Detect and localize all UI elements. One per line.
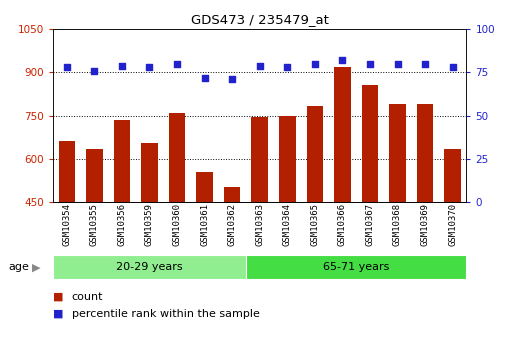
Point — [448, 65, 457, 70]
Bar — [169, 113, 185, 202]
Bar — [246, 255, 466, 279]
Text: GSM10365: GSM10365 — [311, 204, 319, 246]
Bar — [306, 106, 323, 202]
Text: 65-71 years: 65-71 years — [323, 263, 390, 272]
Text: GSM10356: GSM10356 — [118, 204, 126, 246]
Point — [145, 65, 154, 70]
Point — [338, 58, 347, 63]
Text: GSM10370: GSM10370 — [448, 204, 457, 246]
Bar — [279, 116, 296, 202]
Point — [118, 63, 126, 68]
Text: GSM10366: GSM10366 — [338, 204, 347, 246]
Bar — [417, 104, 434, 202]
Bar — [389, 104, 406, 202]
Text: ▶: ▶ — [32, 263, 40, 272]
Text: GSM10355: GSM10355 — [90, 204, 99, 246]
Text: 20-29 years: 20-29 years — [116, 263, 183, 272]
Point — [366, 61, 374, 67]
Bar — [86, 149, 103, 202]
Bar — [113, 120, 130, 202]
Point — [393, 61, 402, 67]
Text: GSM10354: GSM10354 — [63, 204, 71, 246]
Bar — [196, 172, 213, 202]
Bar — [361, 85, 378, 202]
Point — [200, 75, 209, 80]
Point — [228, 77, 236, 82]
Point — [421, 61, 429, 67]
Text: ■: ■ — [53, 309, 64, 319]
Point — [255, 63, 264, 68]
Bar — [251, 117, 268, 202]
Bar — [334, 67, 351, 202]
Point — [311, 61, 319, 67]
Text: count: count — [72, 292, 103, 302]
Bar — [444, 149, 461, 202]
Point — [173, 61, 181, 67]
Text: GSM10361: GSM10361 — [200, 204, 209, 246]
Text: GSM10360: GSM10360 — [173, 204, 181, 246]
Text: GSM10368: GSM10368 — [393, 204, 402, 246]
Text: GSM10362: GSM10362 — [228, 204, 236, 246]
Point — [63, 65, 71, 70]
Bar — [141, 143, 158, 202]
Text: GSM10359: GSM10359 — [145, 204, 154, 246]
Bar — [58, 141, 75, 202]
Text: GSM10369: GSM10369 — [421, 204, 429, 246]
Text: GSM10367: GSM10367 — [366, 204, 374, 246]
Text: ■: ■ — [53, 292, 64, 302]
Text: percentile rank within the sample: percentile rank within the sample — [72, 309, 259, 319]
Bar — [224, 187, 241, 202]
Text: age: age — [8, 263, 29, 272]
Text: GSM10363: GSM10363 — [255, 204, 264, 246]
Text: GSM10364: GSM10364 — [283, 204, 292, 246]
Text: GDS473 / 235479_at: GDS473 / 235479_at — [191, 13, 329, 26]
Bar — [53, 255, 246, 279]
Point — [283, 65, 292, 70]
Point — [90, 68, 99, 73]
